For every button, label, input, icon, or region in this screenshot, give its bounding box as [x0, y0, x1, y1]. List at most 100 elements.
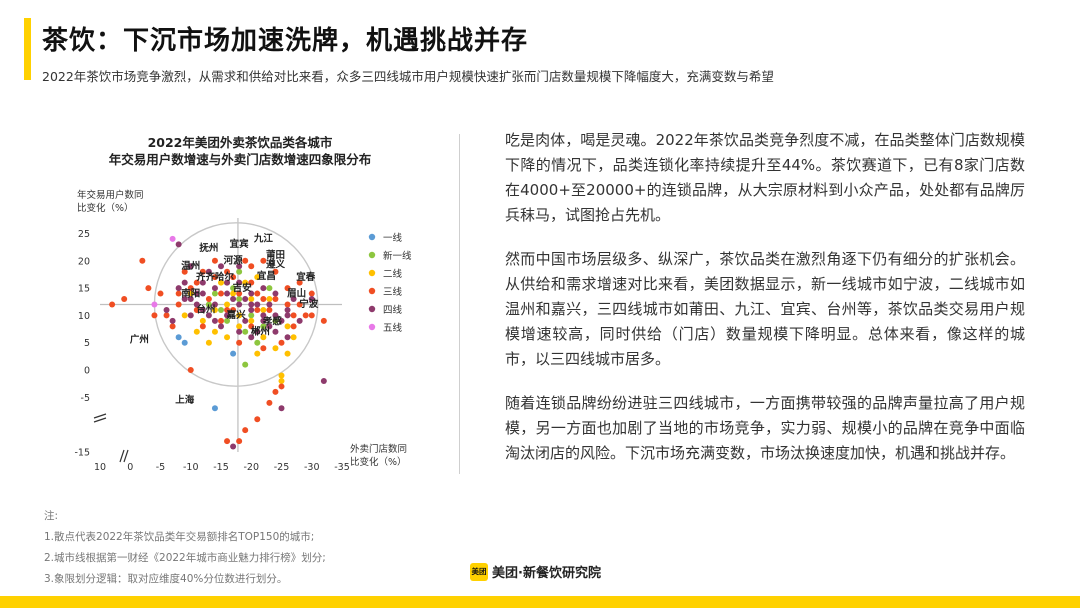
data-point	[163, 306, 170, 313]
page-subtitle: 2022年茶饮市场竞争激烈，从需求和供给对比来看，众多三四线城市用户规模快速扩张…	[42, 69, 774, 84]
data-point	[266, 323, 273, 330]
data-point	[236, 328, 243, 335]
data-point	[211, 301, 218, 308]
data-point	[211, 274, 218, 281]
data-point	[218, 279, 224, 286]
x-tick-label: -35	[334, 462, 350, 473]
legend-label: 新一线	[383, 250, 412, 262]
chart-title-line-2: 年交易用户数增速与外卖门店数增速四象限分布	[108, 152, 372, 167]
data-point	[290, 312, 297, 319]
city-label: 孝感	[262, 316, 283, 328]
data-point	[278, 377, 285, 384]
data-point	[278, 339, 285, 346]
data-point	[224, 312, 231, 319]
data-point	[187, 290, 194, 297]
x-tick-label: -25	[274, 462, 290, 473]
data-point	[242, 279, 249, 286]
city-label: 河源	[224, 255, 244, 267]
city-label: 宜春	[296, 271, 316, 283]
x-tick-label: 0	[127, 462, 133, 473]
data-point	[230, 274, 237, 281]
data-point	[236, 312, 243, 319]
y-tick-label: 25	[78, 229, 90, 240]
data-point	[169, 317, 176, 324]
city-label: 温州	[181, 260, 200, 272]
data-point	[266, 296, 273, 303]
y-axis-break-mark	[93, 413, 107, 423]
data-point	[254, 301, 261, 308]
data-point	[175, 334, 182, 341]
data-point	[290, 296, 297, 303]
data-point	[121, 296, 128, 303]
data-point	[199, 323, 206, 330]
data-point	[308, 290, 315, 297]
data-point	[272, 268, 279, 275]
city-label: 宜宾	[230, 238, 250, 250]
data-point	[260, 257, 267, 264]
legend-marker	[368, 269, 376, 277]
data-point	[242, 317, 249, 324]
data-point	[260, 317, 267, 324]
data-point	[175, 301, 182, 308]
city-label: 嘉兴	[226, 309, 247, 321]
data-point	[199, 268, 206, 275]
y-axis-label-line-1: 年交易用户数同	[77, 189, 144, 201]
data-point	[199, 306, 206, 313]
data-point	[218, 323, 224, 330]
data-point	[230, 306, 237, 313]
data-point	[230, 350, 237, 357]
y-tick-label: -5	[81, 393, 90, 404]
legend-marker	[368, 305, 376, 313]
data-point	[320, 377, 327, 384]
data-point	[284, 350, 291, 357]
logo-text: 美团·新餐饮研究院	[492, 566, 601, 581]
data-point	[302, 312, 309, 319]
data-point	[211, 306, 218, 313]
data-point	[320, 317, 327, 324]
note-item: 3.象限划分逻辑：取对应维度40%分位数进行划分。	[44, 573, 288, 585]
data-point	[224, 438, 231, 445]
data-point	[284, 312, 291, 319]
data-point	[218, 290, 224, 297]
data-point	[248, 306, 255, 313]
data-point	[248, 296, 255, 303]
data-point	[254, 416, 261, 423]
data-point	[296, 317, 303, 324]
data-point	[224, 334, 231, 341]
data-point	[284, 323, 291, 330]
data-point	[205, 268, 212, 275]
data-point	[260, 345, 267, 352]
logo-mark: 美团	[470, 562, 488, 581]
data-point	[236, 301, 243, 308]
data-point	[236, 268, 243, 275]
data-point	[175, 290, 182, 297]
legend-label: 三线	[383, 286, 403, 298]
x-tick-label: -5	[156, 462, 165, 473]
data-point	[254, 274, 261, 281]
data-point	[211, 290, 218, 297]
city-label: 郴州	[251, 326, 270, 338]
city-label: 宜昌	[257, 270, 276, 282]
data-point	[151, 312, 158, 319]
body-paragraph-1: 吃是肉体，喝是灵魂。2022年茶饮品类竞争烈度不减，在品类整体门店数规模下降的情…	[505, 131, 1025, 224]
data-point	[181, 279, 188, 286]
data-point	[248, 334, 255, 341]
data-point	[278, 317, 285, 324]
x-tick-label: -20	[243, 462, 259, 473]
city-label: 遵义	[266, 258, 286, 270]
legend-label: 一线	[383, 232, 403, 244]
bottom-accent-bar	[0, 596, 1080, 608]
data-point	[211, 328, 218, 335]
accent-bar	[24, 18, 31, 80]
data-point	[224, 279, 231, 286]
data-point	[236, 323, 243, 330]
body-paragraph-3: 随着连锁品牌纷纷进驻三四线城市，一方面携带较强的品牌声量拉高了用户规模，另一方面…	[505, 394, 1025, 462]
data-point	[254, 350, 261, 357]
data-point	[193, 328, 200, 335]
data-point	[260, 285, 267, 292]
data-point	[284, 306, 291, 313]
data-point	[266, 306, 273, 313]
data-point	[254, 306, 261, 313]
meituan-logo: 美团 美团·新餐饮研究院	[470, 562, 601, 581]
city-label: 台州	[196, 304, 215, 316]
